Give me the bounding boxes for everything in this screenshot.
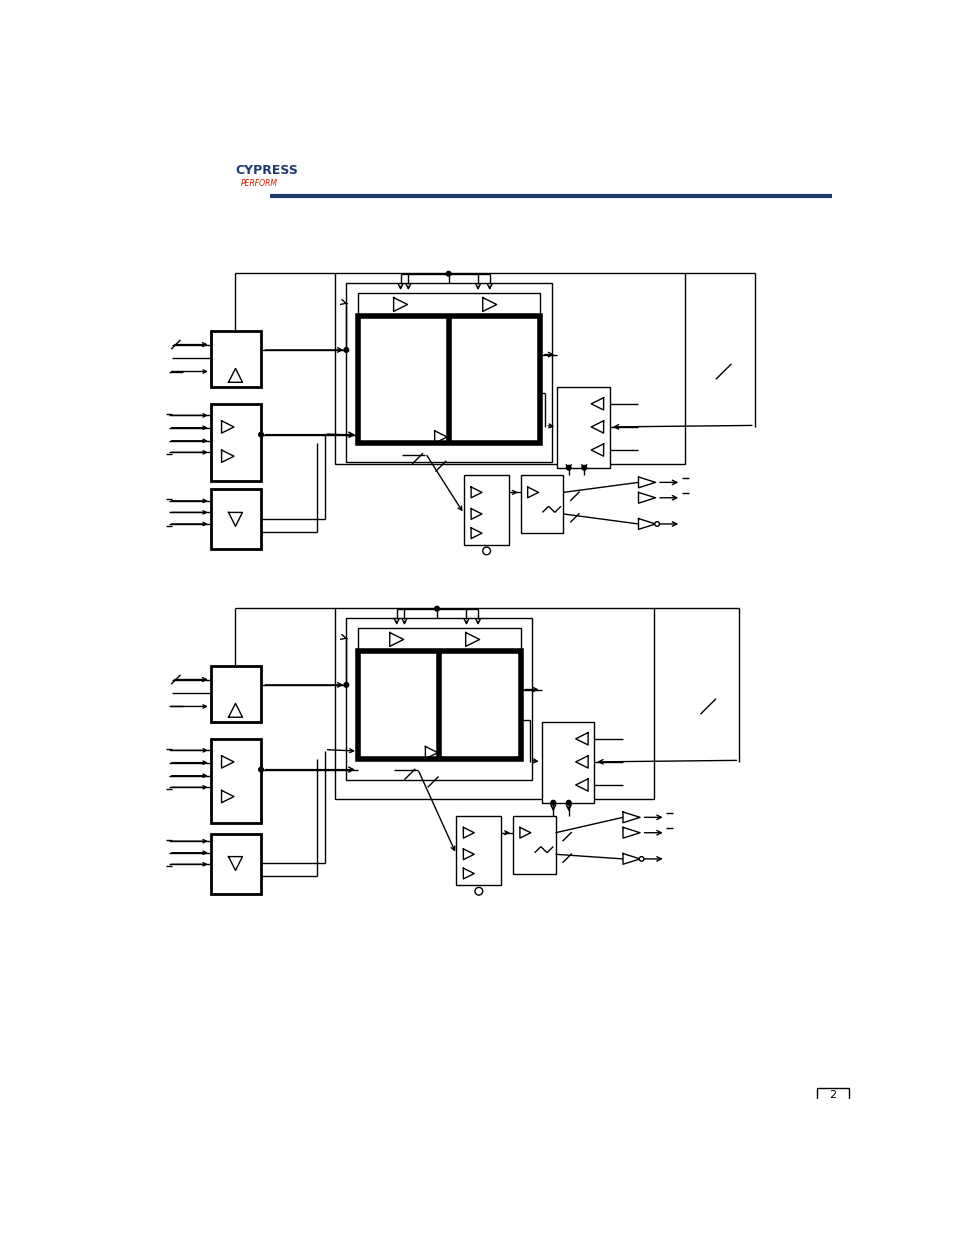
Circle shape [550,800,555,805]
Bar [357,651,520,758]
Circle shape [639,857,643,861]
Circle shape [435,606,439,611]
Circle shape [475,888,482,895]
Bar [346,283,551,462]
Bar [557,387,609,468]
Bar [211,666,261,721]
Bar [211,331,261,387]
Bar [456,816,500,885]
Circle shape [344,683,348,687]
Circle shape [482,547,490,555]
Circle shape [258,767,263,772]
Bar [520,475,562,534]
Bar [211,739,261,824]
Bar [211,489,261,550]
Bar [357,293,539,316]
Bar [541,721,594,803]
Text: PERFORM: PERFORM [241,179,277,188]
Bar [335,273,684,464]
Bar [464,475,509,545]
Circle shape [446,272,451,275]
Circle shape [258,432,263,437]
Circle shape [566,800,571,805]
Text: CYPRESS: CYPRESS [235,164,298,178]
Bar [357,627,520,651]
Circle shape [581,466,586,471]
Bar [816,1088,848,1103]
Bar [335,608,654,799]
Bar [211,404,261,480]
Circle shape [654,521,659,526]
Text: 2: 2 [828,1091,836,1100]
Bar [211,834,261,894]
Bar [346,618,532,779]
Circle shape [566,466,571,471]
Circle shape [344,347,348,352]
Bar [357,316,539,443]
Bar [513,816,555,873]
